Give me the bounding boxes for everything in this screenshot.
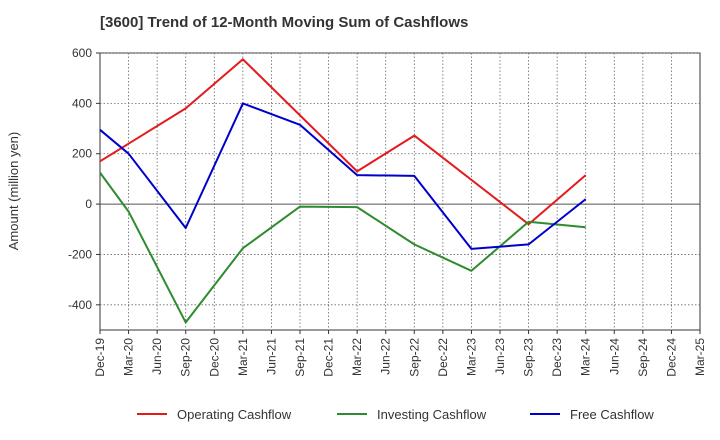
plot-area — [99, 52, 701, 331]
x-tick-label: Dec-23 — [550, 338, 564, 377]
y-tick-label: 0 — [85, 197, 92, 211]
x-tick-label: Jun-20 — [150, 338, 164, 375]
operating-cashflow-line — [99, 58, 587, 226]
free-cashflow-legend-label: Free Cashflow — [570, 407, 654, 422]
x-tick-label: Sep-22 — [407, 338, 421, 377]
x-tick-label: Mar-23 — [464, 338, 478, 376]
y-tick-label: 600 — [72, 46, 92, 60]
series-lines — [99, 58, 587, 324]
x-tick-label: Mar-20 — [122, 338, 136, 376]
x-tick-label: Mar-24 — [579, 338, 593, 376]
x-tick-label: Sep-21 — [293, 338, 307, 377]
x-tick-label: Jun-23 — [493, 338, 507, 375]
grid-lines — [100, 52, 700, 330]
x-axis-ticks: Dec-19 Mar-20 Jun-20 Sep-20 Dec-20 Mar-21 Jun-… — [93, 330, 707, 377]
free-cashflow-line — [99, 102, 587, 250]
x-tick-label: Dec-19 — [93, 338, 107, 377]
y-tick-label: -400 — [68, 298, 92, 312]
x-tick-label: Jun-22 — [379, 338, 393, 375]
y-axis-ticks: 600 400 200 0 -200 -400 — [68, 46, 100, 312]
x-tick-label: Sep-23 — [522, 338, 536, 377]
x-tick-label: Mar-25 — [693, 338, 707, 376]
x-tick-label: Dec-20 — [207, 338, 221, 377]
investing-cashflow-legend-label: Investing Cashflow — [377, 407, 487, 422]
y-tick-label: 400 — [72, 96, 92, 110]
x-tick-label: Dec-21 — [322, 338, 336, 377]
x-tick-label: Jun-21 — [264, 338, 278, 375]
x-tick-label: Dec-24 — [664, 338, 678, 377]
x-tick-label: Mar-22 — [350, 338, 364, 376]
y-tick-label: -200 — [68, 247, 92, 261]
x-tick-label: Dec-22 — [436, 338, 450, 377]
operating-cashflow-legend-label: Operating Cashflow — [177, 407, 292, 422]
x-tick-label: Sep-24 — [636, 338, 650, 377]
y-axis-label: Amount (million yen) — [6, 132, 21, 251]
legend: Operating Cashflow Investing Cashflow Free… — [137, 407, 654, 422]
chart-title: [3600] Trend of 12-Month Moving Sum of C… — [100, 14, 469, 31]
y-tick-label: 200 — [72, 147, 92, 161]
x-tick-label: Jun-24 — [607, 338, 621, 375]
x-tick-label: Mar-21 — [236, 338, 250, 376]
x-tick-label: Sep-20 — [179, 338, 193, 377]
